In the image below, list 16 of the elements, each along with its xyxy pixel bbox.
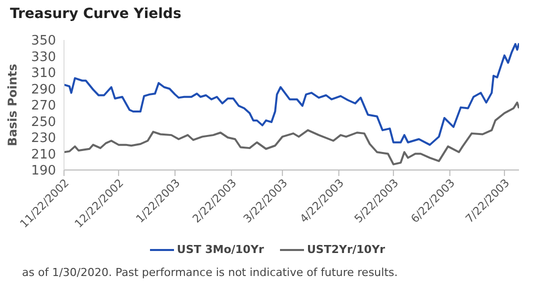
y-tick-label: 310: [31, 66, 56, 82]
y-tick-label: 270: [31, 98, 56, 114]
y-tick-label: 190: [31, 164, 56, 179]
y-axis-title: Basis Points: [5, 64, 20, 146]
y-tick-label: 290: [31, 82, 56, 98]
y-tick-label: 250: [31, 114, 56, 130]
y-tick-label: 230: [31, 131, 56, 146]
y-tick-label: 350: [31, 34, 56, 49]
y-tick-label: 330: [31, 50, 56, 65]
y-tick-label: 210: [31, 147, 56, 162]
text: as of 1/30/2020. Past performance is not indicative of future results.: [22, 266, 398, 279]
legend-label: UST 3Mo/10Yr: [176, 243, 264, 256]
line-series: [64, 42, 519, 146]
line-series: [64, 102, 519, 166]
chart-title: Treasury Curve Yields: [10, 6, 182, 22]
legend-label: UST2Yr/10Yr: [306, 243, 386, 256]
